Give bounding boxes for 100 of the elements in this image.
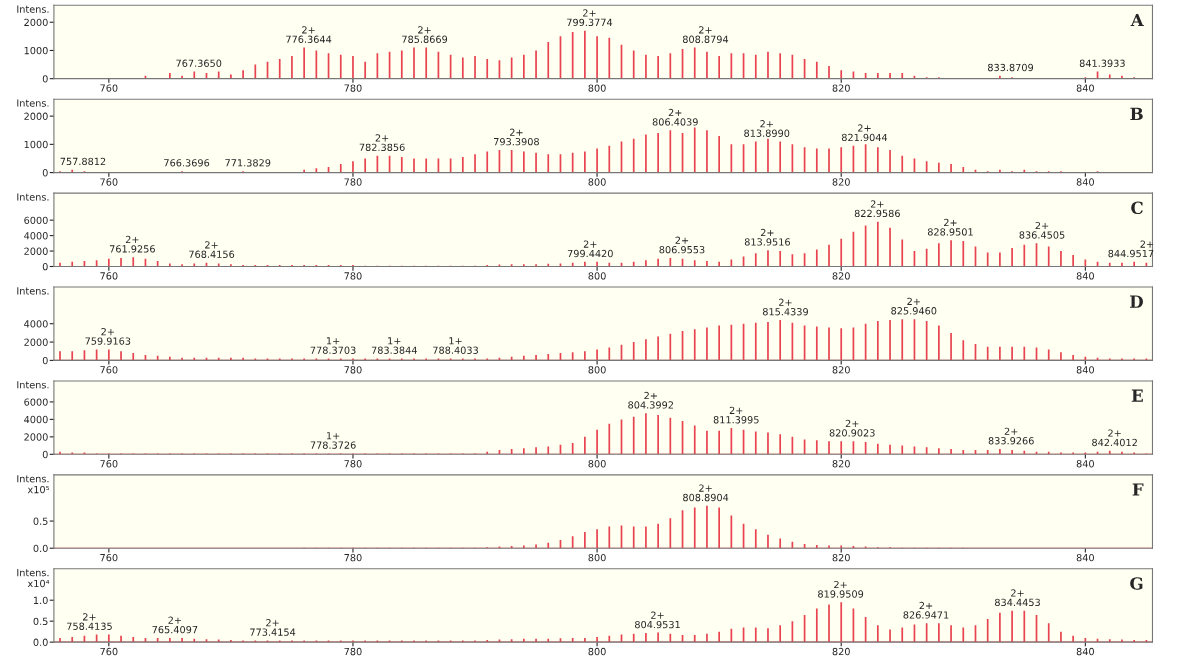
annotation: 2+ 758.4135 xyxy=(67,613,112,630)
annotation: 2+ 813.8990 xyxy=(744,120,790,137)
x-tick-label: 800 xyxy=(588,272,606,280)
x-tick-label: 780 xyxy=(344,178,362,186)
annotation: 2+ 819.9509 xyxy=(818,580,864,598)
y-tick-label: 1000 xyxy=(24,140,48,149)
x-tick-label: 760 xyxy=(100,460,118,468)
annotation: 757.8812 xyxy=(60,157,106,166)
y-tick-label: 6000 xyxy=(24,216,48,224)
annotation: 2+ 813.9516 xyxy=(744,228,790,246)
x-tick-label: 840 xyxy=(1076,460,1094,468)
annotation: 1+ 778.3726 xyxy=(310,432,356,449)
annotation: 2+ 821.9044 xyxy=(841,124,888,142)
annotation: 2+ 804.3992 xyxy=(628,391,674,409)
annotation: B xyxy=(1130,107,1143,120)
annotation: 2+ 826.9471 xyxy=(903,601,949,619)
annotation: 2+ 825.9460 xyxy=(891,297,937,315)
x-tick-label: 820 xyxy=(832,553,850,562)
annotation: 2+ 806.9553 xyxy=(659,236,705,254)
annotation: A xyxy=(1130,13,1144,27)
annotation: 1+ 788.4033 xyxy=(433,337,478,354)
annotation: 2+ 834.4453 xyxy=(995,589,1040,607)
y-tick-label: 2000 xyxy=(24,338,48,346)
y-tick-label: 1.0 xyxy=(33,596,48,605)
annotation: 2+ 842.4012 xyxy=(1092,429,1137,447)
x-tick-label: 780 xyxy=(344,647,362,656)
x-tick-label: 840 xyxy=(1076,553,1094,562)
annotation: 2+ 804.9531 xyxy=(635,611,680,629)
x-tick-label: 800 xyxy=(588,366,606,374)
y-axis-title: Intens. xyxy=(17,381,49,389)
annotation: 2+ 776.3644 xyxy=(286,26,332,43)
annotation: 2+ 833.9266 xyxy=(988,427,1034,445)
annotation: 2+ 785.8669 xyxy=(402,26,448,43)
annotation: 2+ 768.4156 xyxy=(189,241,235,258)
y-tick-label: 6000 xyxy=(24,398,48,406)
y-tick-label: 2000 xyxy=(24,112,48,120)
y-axis-title: Intens. xyxy=(17,5,49,13)
y-axis-title: Intens. xyxy=(17,193,49,201)
x-tick-label: 760 xyxy=(100,553,118,562)
y-tick-label: 4000 xyxy=(24,232,48,240)
x-tick-label: 820 xyxy=(832,647,850,656)
x-tick-label: 800 xyxy=(588,84,606,92)
y-axis-title: Intens. x10⁵ xyxy=(17,475,50,494)
annotation: D xyxy=(1130,295,1143,308)
y-axis-title: Intens. x10⁴ xyxy=(17,569,50,588)
annotation: C xyxy=(1131,201,1143,215)
annotation: 2+ 815.4339 xyxy=(762,298,808,316)
annotation: 2+ 799.4420 xyxy=(567,240,613,258)
annotation: 2+ 759.9163 xyxy=(85,327,131,345)
annotation: 1+ 783.3844 xyxy=(371,337,417,354)
annotation: 2+ 822.9586 xyxy=(854,200,900,218)
y-tick-label: 2000 xyxy=(24,18,48,27)
x-tick-label: 800 xyxy=(588,460,606,468)
x-tick-label: 820 xyxy=(832,460,850,468)
y-tick-label: 0.0 xyxy=(33,638,48,646)
annotation: 841.3933 xyxy=(1079,59,1125,67)
x-tick-label: 840 xyxy=(1076,647,1094,656)
annotation: G xyxy=(1130,577,1143,590)
x-tick-label: 780 xyxy=(344,272,362,280)
annotation: 2+ 808.8794 xyxy=(682,26,729,43)
x-tick-label: 820 xyxy=(832,272,850,280)
x-tick-label: 760 xyxy=(100,178,118,186)
y-tick-label: 0.0 xyxy=(33,544,48,553)
annotation: 2+ 773.4154 xyxy=(250,619,296,636)
y-tick-label: 2000 xyxy=(24,433,48,441)
y-tick-label: 0.5 xyxy=(33,517,48,525)
y-tick-label: 4000 xyxy=(24,415,48,424)
annotation: 2+ 806.4039 xyxy=(652,108,698,126)
annotation: 2+ 811.3995 xyxy=(713,406,759,424)
annotation: 2+ 765.4097 xyxy=(152,616,198,634)
x-tick-label: 820 xyxy=(832,84,850,92)
x-tick-label: 840 xyxy=(1076,84,1094,92)
y-axis-title: Intens. xyxy=(17,287,49,295)
y-tick-label: 0.5 xyxy=(33,617,48,626)
annotation: 767.3650 xyxy=(176,59,222,67)
x-tick-label: 820 xyxy=(832,178,850,186)
x-tick-label: 780 xyxy=(344,460,362,468)
y-tick-label: 2000 xyxy=(24,247,48,255)
y-tick-label: 4000 xyxy=(24,320,48,328)
y-axis-title: Intens. xyxy=(17,99,49,107)
x-tick-label: 820 xyxy=(832,366,850,374)
x-tick-label: 800 xyxy=(588,647,606,656)
x-tick-label: 760 xyxy=(100,647,118,656)
x-tick-label: 800 xyxy=(588,178,606,186)
annotation: F xyxy=(1132,483,1144,496)
annotation: 2+ 761.9256 xyxy=(109,235,155,253)
annotation: E xyxy=(1131,389,1143,402)
x-tick-label: 840 xyxy=(1076,272,1094,280)
annotation: 766.3696 xyxy=(164,159,210,167)
annotation: 2+ 793.3908 xyxy=(494,128,539,146)
annotation: 2+ 828.9501 xyxy=(927,218,973,236)
annotation: 1+ 778.3703 xyxy=(310,337,356,354)
y-tick-label: 0 xyxy=(42,169,48,177)
y-tick-label: 0 xyxy=(42,75,48,83)
annotation: 771.3829 xyxy=(225,159,271,167)
annotation: 2+ 799.3774 xyxy=(567,9,613,27)
y-tick-label: 0 xyxy=(42,262,48,271)
x-tick-label: 840 xyxy=(1076,178,1094,186)
y-tick-label: 1000 xyxy=(24,46,48,55)
x-tick-label: 760 xyxy=(100,366,118,374)
